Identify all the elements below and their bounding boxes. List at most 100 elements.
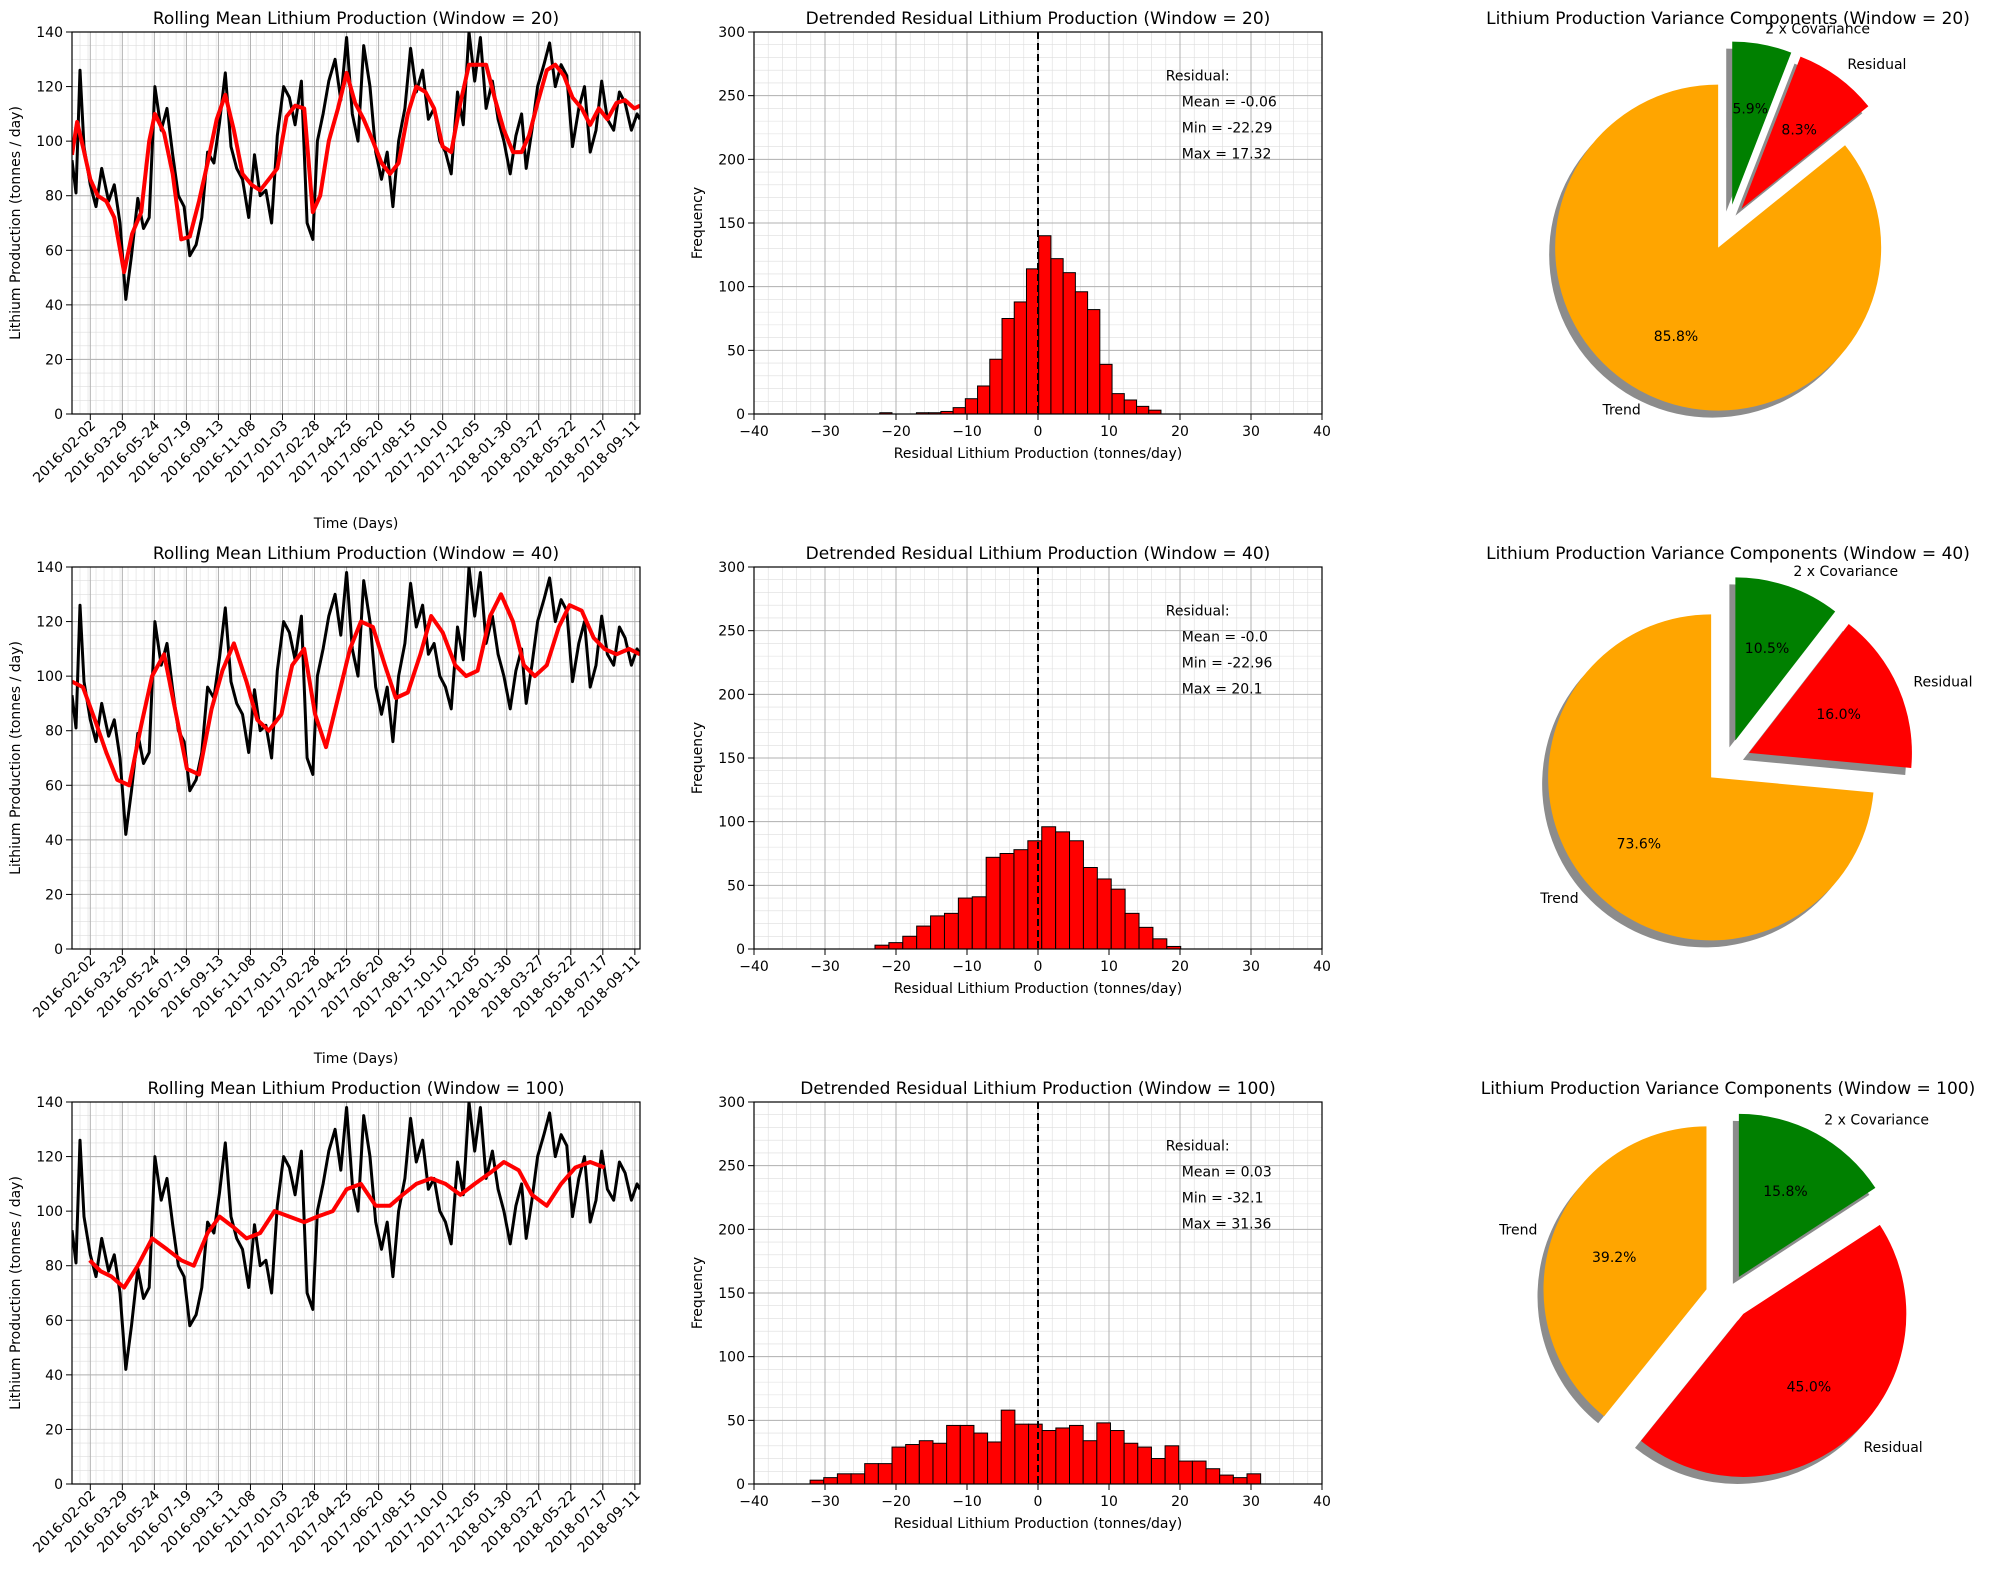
x-axis-label: Time (Days) <box>313 1051 399 1067</box>
histogram-bar <box>987 1441 1002 1485</box>
histogram-bar <box>1096 1422 1111 1485</box>
histogram-bar <box>1087 309 1101 415</box>
histogram-bar <box>973 1432 989 1485</box>
histogram-bar <box>952 407 966 415</box>
histogram-bar <box>1099 363 1113 415</box>
y-tick-label: 100 <box>718 815 745 831</box>
plot-frame <box>753 566 1323 950</box>
pie-category-label: 2 x Covariance <box>1765 21 1870 37</box>
histogram-bar <box>946 1424 961 1485</box>
pie-percent-label: 15.8% <box>1763 1184 1807 1200</box>
x-tick-label: 10 <box>1100 1494 1118 1510</box>
pie-category-label: Residual <box>1913 675 1972 691</box>
y-tick-label: 60 <box>45 243 63 259</box>
histogram-bar <box>943 912 959 950</box>
y-tick-label: 0 <box>54 407 63 423</box>
x-tick-label: 40 <box>1313 1494 1331 1510</box>
y-tick-label: 150 <box>718 1286 745 1302</box>
histogram-bar <box>1050 258 1064 415</box>
x-tick-label: −30 <box>810 1494 840 1510</box>
pie-percent-label: 85.8% <box>1654 329 1698 345</box>
histogram-bar <box>1014 1423 1030 1485</box>
x-tick-label: 0 <box>1034 959 1043 975</box>
pie-category-label: 2 x Covariance <box>1824 1112 1929 1128</box>
x-tick-label: 20 <box>1171 424 1189 440</box>
x-axis-label: Residual Lithium Production (tonnes/day) <box>894 1516 1183 1532</box>
histogram-bar <box>1038 235 1052 415</box>
y-tick-label: 300 <box>718 25 745 41</box>
histogram-bar <box>964 398 979 415</box>
histogram-bar <box>1246 1473 1262 1485</box>
pie-category-label: Trend <box>1539 891 1578 907</box>
histogram-bar <box>1001 318 1015 415</box>
y-tick-label: 300 <box>718 1095 745 1111</box>
pie-slice-residual <box>1741 56 1869 209</box>
histogram-bar <box>1013 301 1027 415</box>
histogram-bar <box>1000 1409 1016 1485</box>
y-tick-label: 0 <box>54 942 63 958</box>
x-tick-label: −20 <box>881 424 911 440</box>
histogram-bar <box>1055 1427 1071 1485</box>
chart-title: Detrended Residual Lithium Production (W… <box>806 544 1271 564</box>
stats-value: Mean = 0.03 <box>1182 1164 1272 1180</box>
y-tick-label: 40 <box>45 833 63 849</box>
pie-category-label: Trend <box>1601 402 1640 418</box>
stats-heading: Residual: <box>1166 603 1230 619</box>
stats-value: Max = 20.1 <box>1182 681 1263 697</box>
x-axis-label: Residual Lithium Production (tonnes/day) <box>894 981 1183 997</box>
y-tick-label: 20 <box>45 1422 63 1438</box>
chart-title: Detrended Residual Lithium Production (W… <box>800 1079 1275 1099</box>
y-tick-label: 50 <box>727 343 745 359</box>
chart-title: Lithium Production Variance Components (… <box>1486 9 1970 29</box>
histogram-bar <box>1096 878 1112 950</box>
pie-slice-2-x-covariance <box>1735 577 1836 741</box>
x-tick-label: −10 <box>952 424 982 440</box>
x-tick-label: 40 <box>1313 959 1331 975</box>
stats-value: Max = 31.36 <box>1182 1216 1272 1232</box>
y-tick-label: 200 <box>718 1222 745 1238</box>
histogram-bar <box>971 896 987 950</box>
x-axis-label: Residual Lithium Production (tonnes/day) <box>894 446 1183 462</box>
x-tick-label: −40 <box>739 1494 769 1510</box>
histogram-bar <box>877 1463 893 1485</box>
y-tick-label: 300 <box>718 560 745 576</box>
y-tick-label: 100 <box>718 280 745 296</box>
histogram-bar <box>905 1444 920 1485</box>
y-tick-label: 200 <box>718 152 745 168</box>
histogram-bar <box>891 1446 907 1485</box>
stats-heading: Residual: <box>1166 68 1230 84</box>
y-tick-label: 80 <box>45 724 63 740</box>
y-tick-label: 250 <box>718 1159 745 1175</box>
histogram-bar <box>1028 1423 1043 1485</box>
production-line <box>72 32 640 301</box>
pie-percent-label: 39.2% <box>1592 1250 1636 1266</box>
x-tick-label: 0 <box>1034 1494 1043 1510</box>
histogram-bar <box>1219 1474 1234 1485</box>
histogram-bar <box>1055 831 1071 950</box>
y-tick-label: 100 <box>36 134 63 150</box>
y-axis-label: Lithium Production (tonnes / day) <box>8 641 24 875</box>
histogram-bar <box>1110 888 1126 950</box>
histogram-bar <box>1069 1424 1084 1485</box>
histogram-bar <box>918 1440 934 1485</box>
x-tick-label: −20 <box>881 959 911 975</box>
plot-frame <box>753 31 1323 415</box>
histogram-bar <box>1109 1430 1125 1485</box>
y-tick-label: 80 <box>45 189 63 205</box>
y-tick-label: 250 <box>718 624 745 640</box>
chart-title: Lithium Production Variance Components (… <box>1481 1079 1976 1099</box>
pie-percent-label: 5.9% <box>1732 101 1768 117</box>
x-tick-label: −40 <box>739 424 769 440</box>
y-axis-label: Lithium Production (tonnes / day) <box>8 106 24 340</box>
pie-slice-residual <box>1640 1224 1907 1477</box>
x-tick-label: −30 <box>810 424 840 440</box>
y-tick-label: 0 <box>736 1477 745 1493</box>
x-tick-label: −10 <box>952 959 982 975</box>
chart-title: Lithium Production Variance Components (… <box>1486 544 1970 564</box>
y-tick-label: 0 <box>736 407 745 423</box>
histogram-bar <box>977 385 991 415</box>
y-tick-label: 120 <box>36 1150 63 1166</box>
histogram-bar <box>1082 867 1098 950</box>
plot-frame <box>71 1101 641 1485</box>
histogram-bar <box>1124 912 1140 950</box>
